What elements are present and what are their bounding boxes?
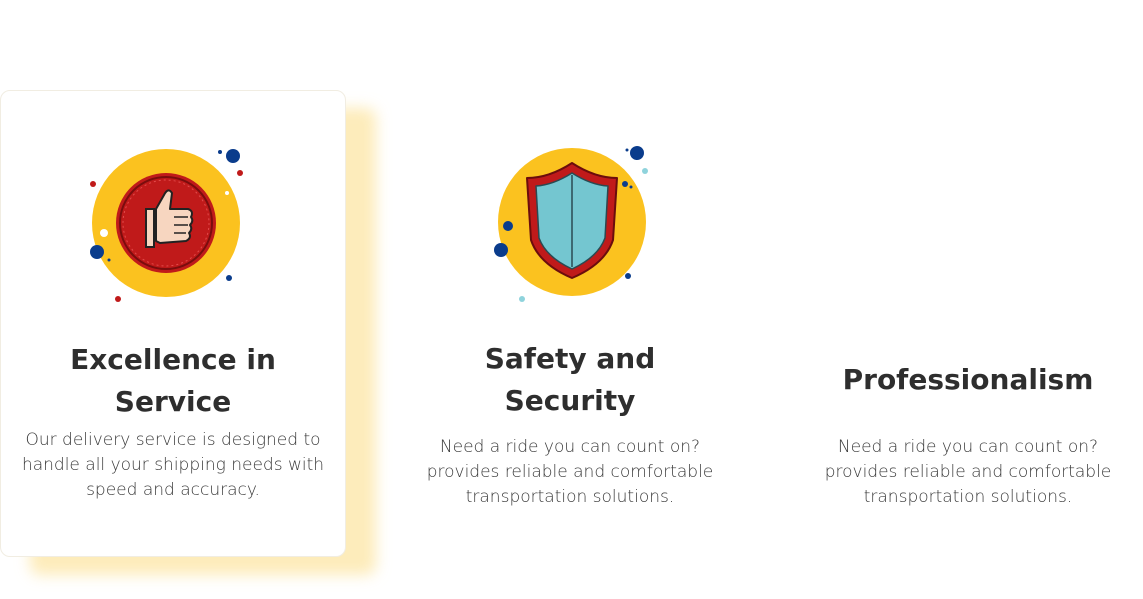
shield-icon xyxy=(485,142,655,312)
card-title: Professionalism xyxy=(842,363,1094,396)
card-title: Excellence in Service xyxy=(70,343,276,418)
feature-card-professionalism[interactable]: Professionalism Need a ride you can coun… xyxy=(795,90,1141,557)
thumbs-up-badge-icon xyxy=(88,143,258,313)
card-title: Safety and Security xyxy=(484,342,656,417)
card-description: Need a ride you can count on? provides r… xyxy=(824,437,1112,507)
card-description: Our delivery service is designed to hand… xyxy=(21,430,325,500)
feature-card-safety[interactable]: Safety and Security Need a ride you can … xyxy=(397,90,743,557)
feature-card-excellence[interactable]: Excellence in Service Our delivery servi… xyxy=(0,90,346,557)
card-description: Need a ride you can count on? provides r… xyxy=(426,437,714,507)
